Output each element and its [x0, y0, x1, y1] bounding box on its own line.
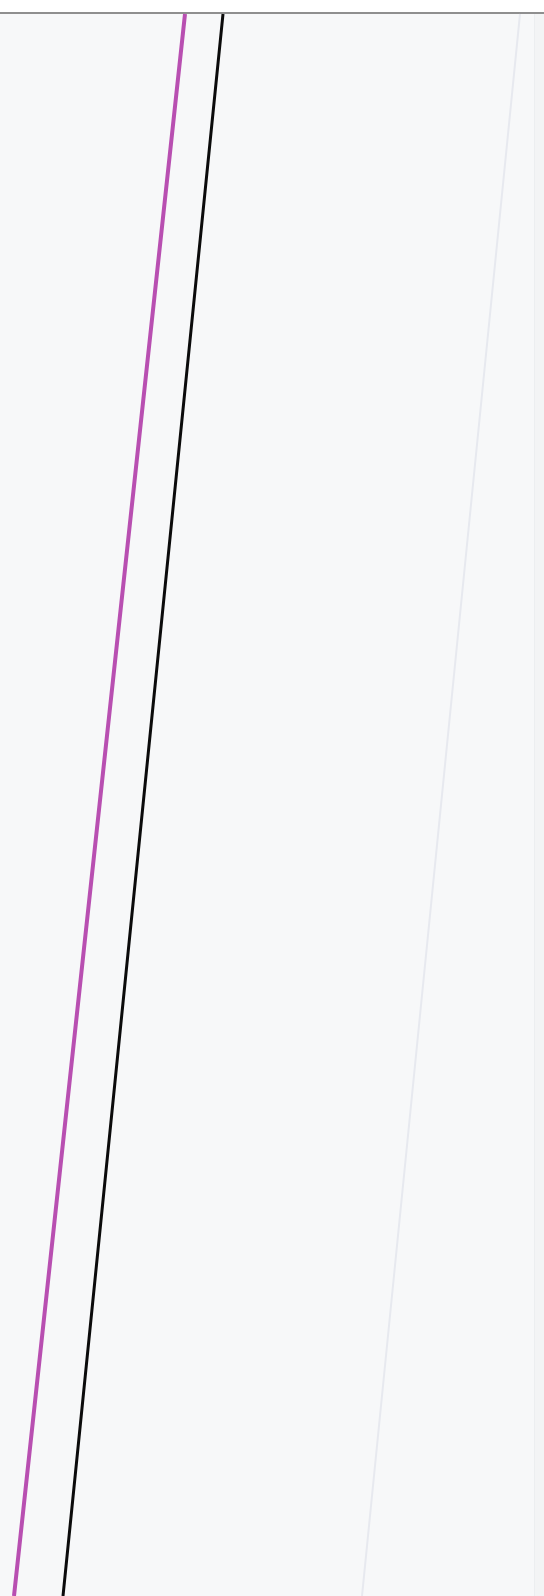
magenta-line: [12, 13, 187, 1596]
right-edge-strip: [534, 14, 544, 1596]
faint-line: [361, 13, 521, 1596]
black-line: [61, 13, 225, 1596]
top-border: [0, 0, 544, 14]
